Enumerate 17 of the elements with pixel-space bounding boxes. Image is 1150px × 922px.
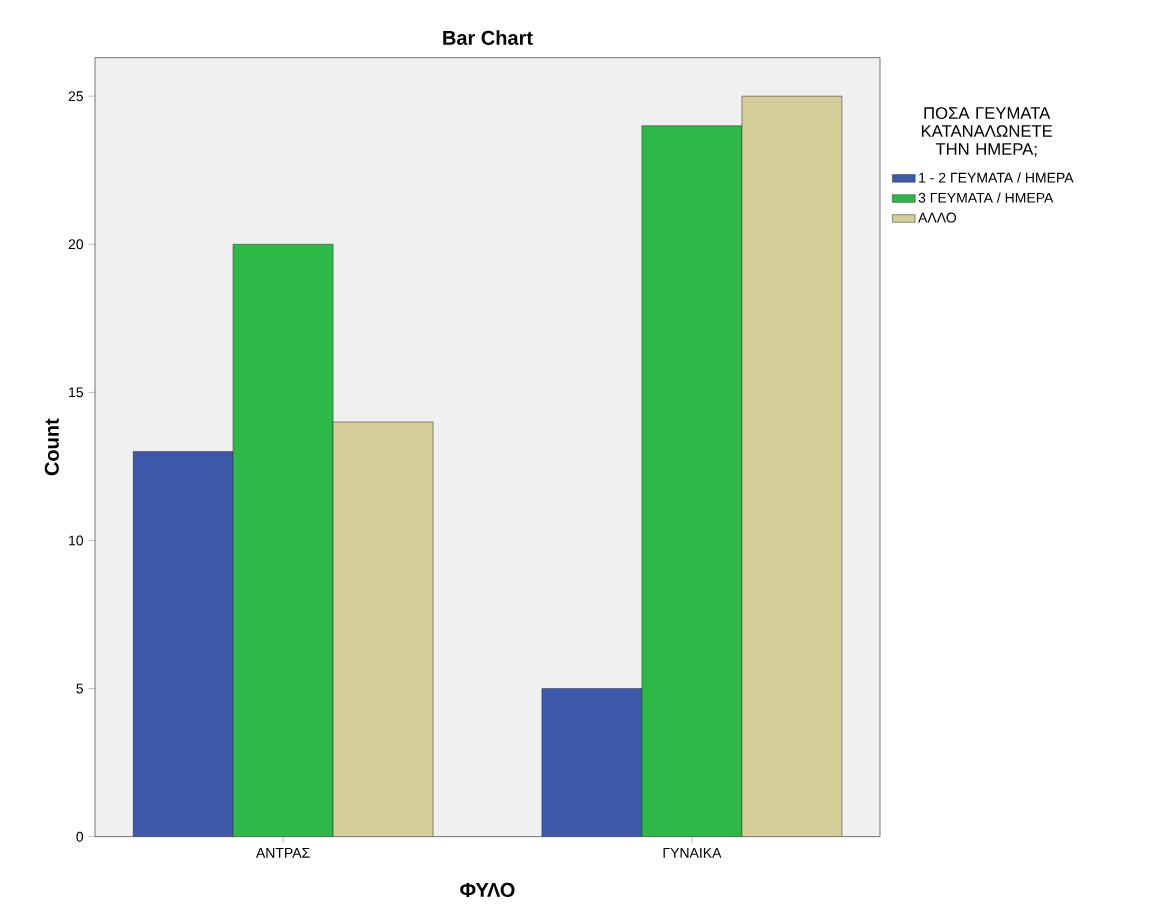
legend-label: ΑΛΛΟ bbox=[918, 212, 957, 223]
y-tick-label: 5 bbox=[76, 683, 84, 694]
x-axis-title: ΦΥΛΟ bbox=[460, 882, 515, 897]
chart-title: Bar Chart bbox=[443, 30, 533, 45]
y-tick-label: 10 bbox=[69, 535, 84, 546]
bar bbox=[641, 125, 743, 837]
y-tick-label: 20 bbox=[68, 239, 84, 250]
legend-title: ΠΟΣΑ ΓΕΥΜΑΤΑ ΚΑΤΑΝΑΛΩΝΕΤΕ ΤΗΝ ΗΜΕΡΑ; bbox=[921, 107, 1053, 157]
y-axis-title: Count bbox=[44, 418, 59, 476]
y-tick-label: 0 bbox=[76, 831, 84, 842]
y-tick-label: 25 bbox=[68, 91, 84, 102]
x-tick-label: ΑΝΤΡΑΣ bbox=[255, 848, 310, 858]
legend-label: 1 - 2 ΓΕΥΜΑΤΑ / ΗΜΕΡΑ bbox=[919, 172, 1074, 183]
bar bbox=[232, 244, 334, 837]
y-tick-label: 15 bbox=[69, 387, 84, 398]
x-tick-label: ΓΥΝΑΙΚΑ bbox=[663, 848, 722, 858]
legend-label: 3 ΓΕΥΜΑΤΑ / ΗΜΕΡΑ bbox=[918, 192, 1054, 203]
